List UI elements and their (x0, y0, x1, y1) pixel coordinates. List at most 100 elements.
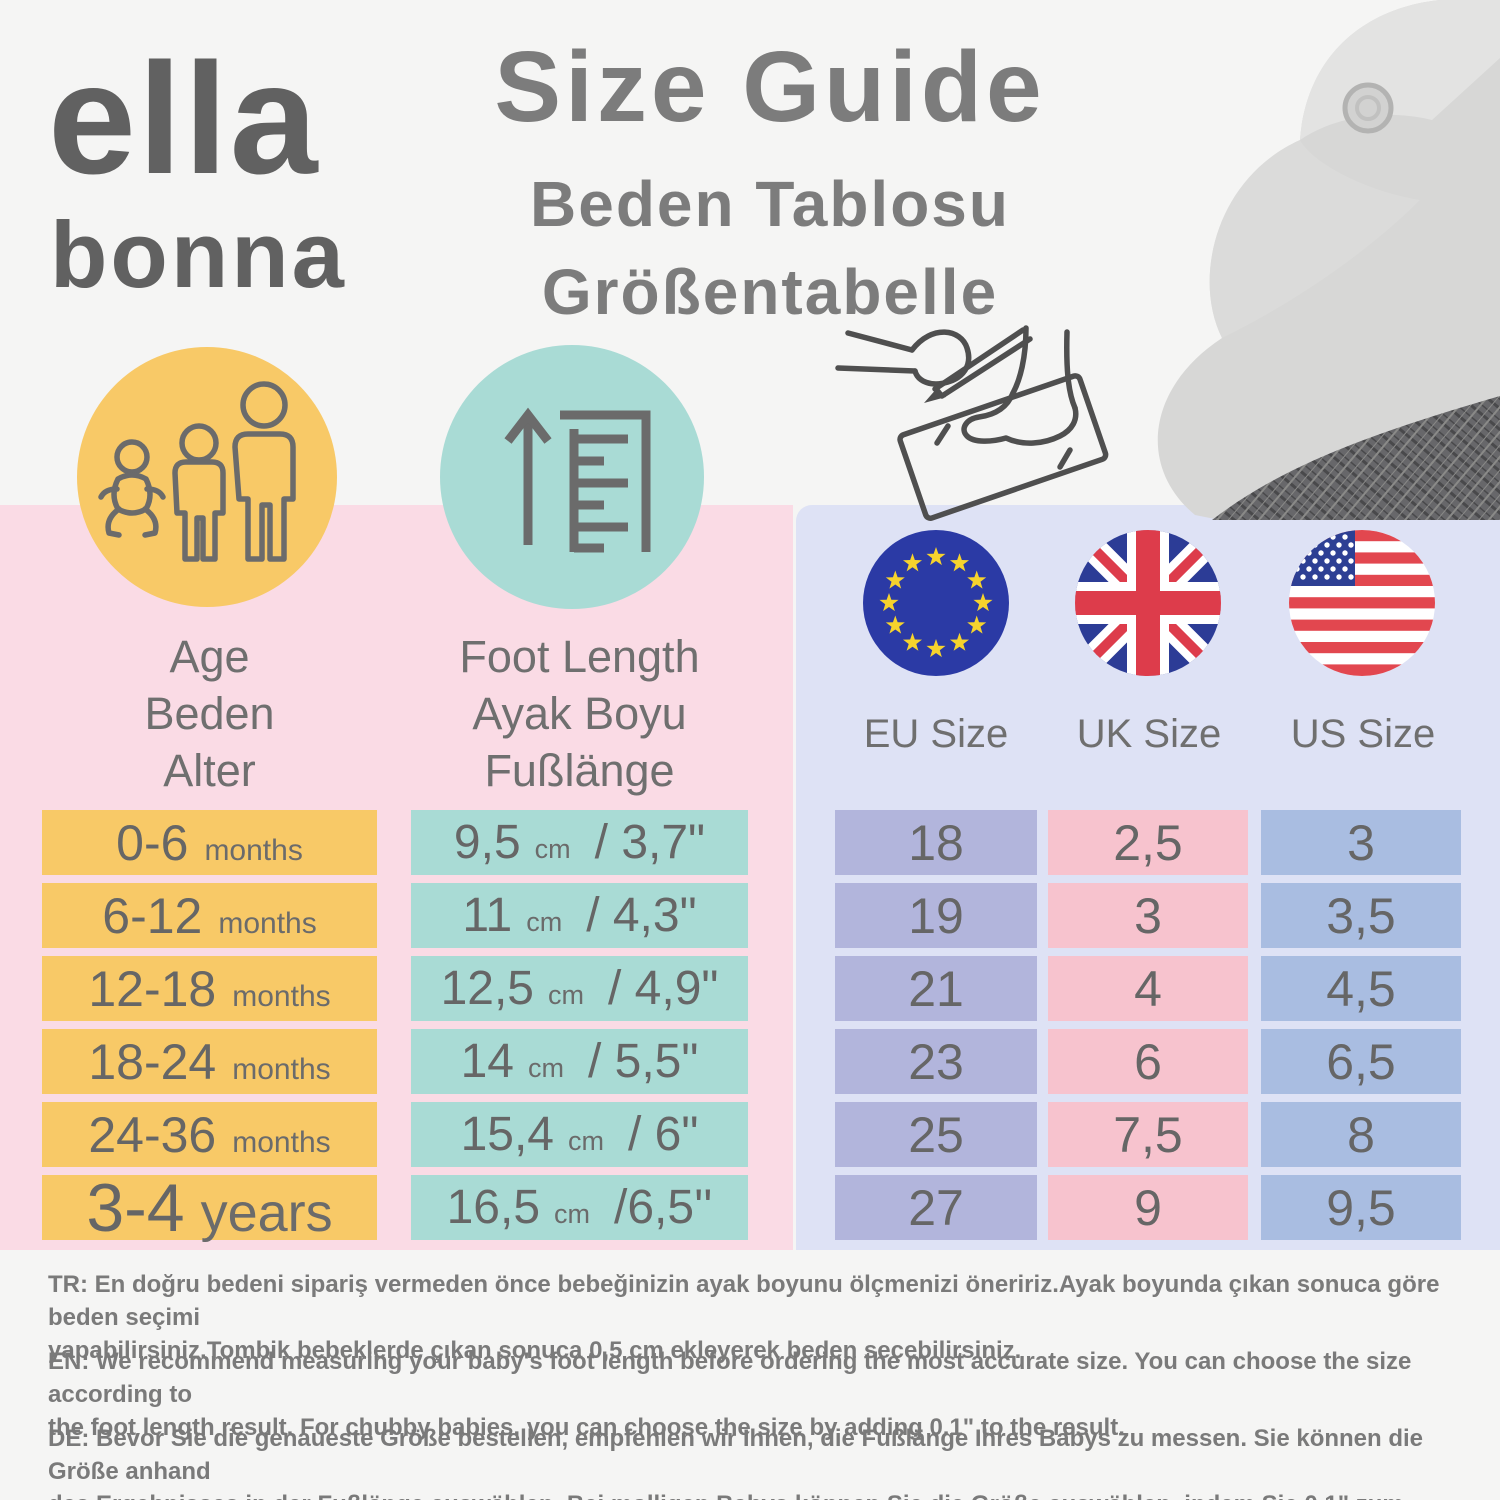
cm-value: 15,4 (460, 1108, 554, 1161)
eu-size-value: 21 (908, 960, 964, 1017)
eu-size-column: 18 19 21 23 25 27 (835, 810, 1037, 1240)
uk-size-value: 9 (1134, 1179, 1162, 1236)
note-german: DE: Bevor Sie die genaueste Größe bestel… (48, 1422, 1500, 1500)
age-icon-circle (77, 347, 337, 607)
title-tr: Beden Tablosu (530, 168, 1010, 240)
note-english-line1: EN: We recommend measuring your baby's f… (48, 1348, 1412, 1408)
age-cell: 6-12 months (42, 883, 377, 948)
cm-value: 12,5 (440, 962, 534, 1015)
eu-size-value: 23 (908, 1033, 964, 1090)
note-turkish-line1: TR: En doğru bedeni sipariş vermeden önc… (48, 1271, 1440, 1331)
note-german-line1: DE: Bevor Sie die genaueste Größe bestel… (48, 1425, 1424, 1485)
uk-size-cell: 4 (1048, 956, 1248, 1021)
eu-size-value: 19 (908, 887, 964, 944)
page-title: Size Guide Beden Tablosu Größentabelle (430, 30, 1110, 329)
age-value: 18-24 (88, 1033, 217, 1090)
eu-size-cell: 27 (835, 1175, 1037, 1240)
foot-length-column: 9,5 cm / 3,7" 11 cm / 4,3" 12,5 cm / 4,9" 14 cm… (411, 810, 748, 1240)
note-turkish: TR: En doğru bedeni sipariş vermeden önc… (48, 1268, 1500, 1367)
us-flag-art (1289, 530, 1435, 676)
foot-header-tr: Ayak Boyu (472, 688, 687, 739)
age-header-tr: Beden (144, 688, 275, 739)
foot-length-cell: 11 cm / 4,3" (411, 883, 748, 948)
age-value: 12-18 (88, 960, 217, 1017)
foot-length-icon-circle (440, 345, 704, 609)
us-size-value: 8 (1347, 1106, 1375, 1163)
inch-value: / 5,5" (587, 1035, 699, 1088)
brand-logo: ella bonna (48, 40, 347, 302)
uk-size-column: 2,5 3 4 6 7,5 9 (1048, 810, 1248, 1240)
uk-size-value: 6 (1134, 1033, 1162, 1090)
us-size-value: 6,5 (1326, 1033, 1396, 1090)
eu-size-value: 27 (908, 1179, 964, 1236)
uk-size-value: 2,5 (1113, 814, 1183, 871)
uk-size-cell: 2,5 (1048, 810, 1248, 875)
age-cell: 0-6 months (42, 810, 377, 875)
age-unit: months (232, 979, 331, 1013)
us-size-column: 3 3,5 4,5 6,5 8 9,5 (1261, 810, 1461, 1240)
ruler-arrow-icon (504, 407, 651, 553)
inch-value: / 4,3" (586, 889, 697, 942)
foot-length-cell: 15,4 cm / 6" (411, 1102, 748, 1167)
us-size-cell: 6,5 (1261, 1029, 1461, 1094)
us-size-value: 9,5 (1326, 1179, 1396, 1236)
age-cell: 24-36 months (42, 1102, 377, 1167)
age-unit: months (218, 906, 317, 940)
eu-size-label: EU Size (863, 712, 1009, 756)
age-value: 0-6 (116, 814, 189, 871)
age-header-en: Age (169, 631, 250, 682)
age-cell: 18-24 months (42, 1029, 377, 1094)
foot-length-cell: 12,5 cm / 4,9" (411, 956, 748, 1021)
inch-value: / 3,7" (594, 816, 706, 869)
eu-size-value: 25 (908, 1106, 964, 1163)
growing-people-icon (98, 381, 296, 562)
brand-logo-line1: ella (48, 31, 320, 207)
age-unit: years (200, 1182, 333, 1243)
title-en: Size Guide (494, 31, 1046, 143)
baby-bootie-photo (1157, 0, 1500, 520)
cm-unit: cm (526, 907, 563, 937)
foot-header-de: Fußlänge (484, 745, 675, 796)
pencil-tip (924, 387, 946, 403)
cm-unit: cm (568, 1126, 604, 1156)
us-size-cell: 8 (1261, 1102, 1461, 1167)
uk-size-cell: 6 (1048, 1029, 1248, 1094)
paper-outline (897, 373, 1109, 521)
age-value: 3-4 (86, 1169, 185, 1246)
us-size-value: 3,5 (1326, 887, 1396, 944)
brand-logo-line2: bonna (50, 202, 347, 307)
cm-value: 11 (462, 889, 513, 942)
cm-unit: cm (534, 834, 571, 864)
us-size-cell: 4,5 (1261, 956, 1461, 1021)
age-unit: months (204, 833, 303, 867)
uk-size-cell: 7,5 (1048, 1102, 1248, 1167)
age-header-de: Alter (163, 745, 256, 796)
cm-value: 16,5 (446, 1181, 541, 1234)
us-size-cell: 3 (1261, 810, 1461, 875)
foot-length-column-header: Foot Length Ayak Boyu Fußlänge (411, 628, 748, 799)
cm-unit: cm (547, 980, 584, 1010)
us-size-cell: 9,5 (1261, 1175, 1461, 1240)
age-cell: 12-18 months (42, 956, 377, 1021)
eu-flag-icon (863, 530, 1009, 676)
title-de: Größentabelle (541, 256, 999, 328)
age-value: 6-12 (102, 887, 203, 944)
note-german-line2: des Ergebnisses in der Fußlänge auswähle… (48, 1488, 1500, 1500)
age-value: 24-36 (88, 1106, 217, 1163)
note-english: EN: We recommend measuring your baby's f… (48, 1345, 1500, 1444)
eu-size-cell: 18 (835, 810, 1037, 875)
uk-size-cell: 9 (1048, 1175, 1248, 1240)
inch-value: / 6" (628, 1108, 699, 1161)
us-flag-icon (1289, 530, 1435, 676)
uk-size-value: 3 (1134, 887, 1162, 944)
age-unit: months (232, 1125, 331, 1159)
bootie-mesh-sole (1212, 396, 1500, 520)
note-english-line2: the foot length result. For chubby babie… (48, 1414, 1125, 1441)
eu-flag-art (863, 530, 1009, 676)
note-turkish-line2: yapabilirsiniz.Tombik bebeklerde çıkan s… (48, 1337, 1022, 1364)
foot-header-en: Foot Length (459, 631, 700, 682)
us-size-label: US Size (1290, 712, 1436, 756)
foot-length-cell: 9,5 cm / 3,7" (411, 810, 748, 875)
uk-size-value: 7,5 (1113, 1106, 1183, 1163)
